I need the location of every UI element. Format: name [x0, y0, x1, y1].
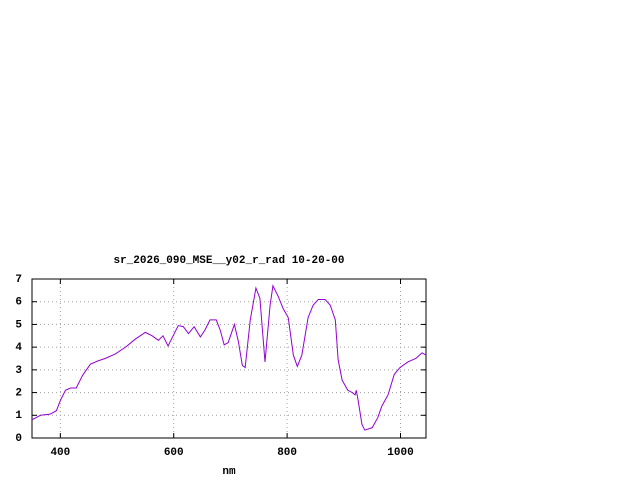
x-tick-label: 1000 [387, 447, 413, 459]
y-tick-label: 0 [15, 433, 22, 445]
y-tick-label: 1 [15, 410, 22, 422]
x-tick-label: 600 [164, 447, 184, 459]
y-tick-label: 2 [15, 387, 22, 399]
x-axis-label: nm [222, 466, 236, 478]
chart-title: sr_2026_090_MSE__y02_r_rad 10-20-00 [113, 255, 344, 267]
plot-border [31, 278, 427, 439]
y-tick-label: 5 [15, 319, 22, 331]
x-tick-label: 800 [277, 447, 297, 459]
y-tick-label: 6 [15, 297, 22, 309]
data-line [31, 284, 427, 431]
y-tick-label: 7 [15, 274, 22, 286]
y-tick-label: 4 [15, 342, 22, 354]
x-tick-label: 400 [50, 447, 70, 459]
y-tick-label: 3 [15, 365, 22, 377]
